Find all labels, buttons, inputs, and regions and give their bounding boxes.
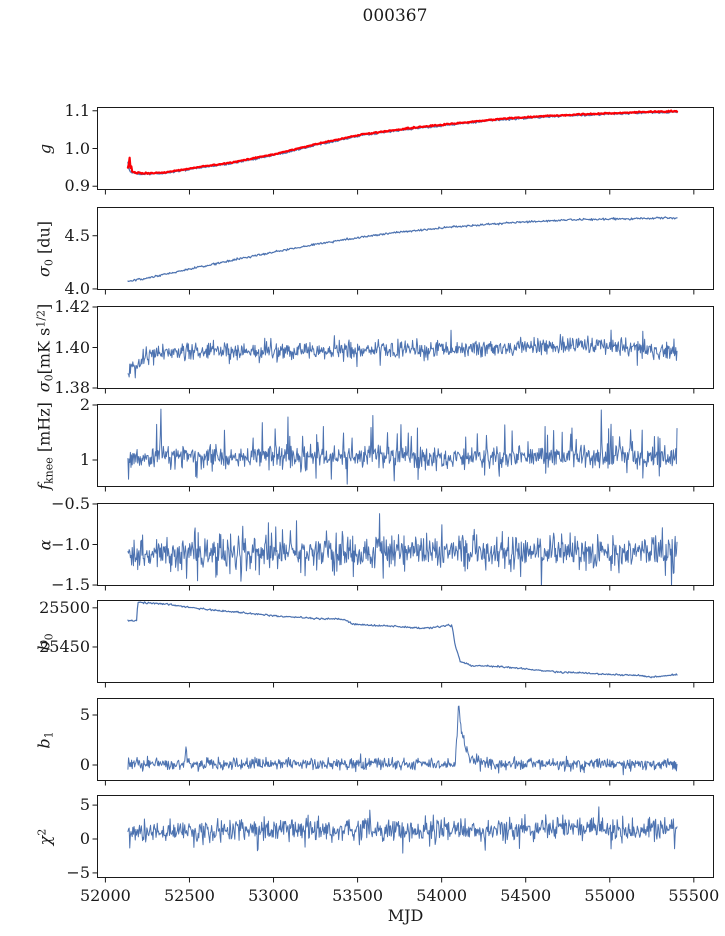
y-tick-label: 1.40 (54, 337, 90, 357)
series-group (127, 408, 678, 485)
y-tick-label: −5 (66, 862, 90, 882)
y-axis-label-sigma0-du: σ0 [du] (34, 220, 56, 277)
y-tick-label: 4.5 (64, 225, 90, 245)
x-tick-label: 53000 (248, 886, 299, 905)
y-tick-label: 0.9 (64, 176, 90, 196)
series-sigma0-mks (127, 329, 678, 379)
x-tick-label: 54500 (500, 886, 552, 905)
series-sigma0-du (127, 216, 678, 282)
axes-frame (97, 107, 714, 190)
series-group (127, 216, 678, 282)
y-tick-label: 1.38 (54, 377, 90, 397)
y-tick-label: 1 (79, 449, 90, 469)
y-tick-label: 0 (79, 829, 90, 848)
y-tick-label: −1.5 (51, 575, 90, 595)
y-tick-label: 0 (79, 755, 90, 774)
axes-frame (97, 207, 714, 290)
series-group (127, 329, 678, 379)
y-axis-label-chi2: χ2 (35, 828, 55, 845)
x-axis-label: MJD (387, 906, 424, 925)
series-group (127, 601, 678, 679)
y-axis-label-b0: b0 (34, 632, 56, 651)
y-tick-label: 1.1 (64, 100, 90, 120)
subplot-fknee (92, 404, 714, 492)
series-group (126, 109, 679, 176)
series-group (127, 705, 678, 776)
x-tick-label: 55000 (584, 886, 636, 905)
axes-frame (97, 600, 714, 683)
axes-frame (97, 698, 714, 781)
subplot-b1 (92, 698, 714, 786)
x-tick-label: 54000 (416, 886, 468, 905)
y-axis-label-fknee: fknee [mHz] (34, 401, 56, 490)
y-tick-label: 25450 (39, 636, 90, 656)
y-axis-label-g: g (35, 143, 55, 154)
y-axis-label-sigma0-mks: σ0[mK s1/2] (34, 303, 56, 392)
subplot-b0 (92, 600, 714, 688)
subplot-sigma0-du (92, 207, 714, 295)
x-tick-label: 53500 (332, 886, 384, 905)
axes-frame (97, 503, 714, 586)
figure-title: 000367 (362, 6, 428, 26)
series-b0 (127, 601, 678, 679)
y-tick-label: 25500 (39, 597, 90, 617)
series-group (127, 806, 678, 854)
x-tick-label: 52000 (79, 886, 131, 905)
y-tick-label: 4.0 (64, 278, 90, 298)
y-tick-label: 2 (79, 394, 90, 414)
y-tick-label: −0.5 (51, 493, 90, 513)
y-tick-label: 5 (79, 705, 90, 724)
y-tick-label: −1.0 (51, 534, 90, 554)
subplot-sigma0-mks (92, 306, 714, 394)
axes-frame (97, 306, 714, 389)
y-axis-label-alpha: α (35, 539, 55, 550)
subplot-g (92, 107, 714, 195)
series-fknee (127, 408, 678, 485)
series-gain-model-red (126, 109, 679, 175)
x-tick-label: 52500 (164, 886, 215, 905)
axes-frame (97, 404, 714, 487)
axes-frame (97, 795, 714, 878)
y-axis-label-b1: b1 (34, 730, 56, 749)
x-tick-label: 55500 (668, 886, 720, 905)
y-tick-label: 1.0 (64, 138, 90, 158)
series-alpha (127, 513, 678, 586)
y-tick-label: 1.42 (54, 297, 90, 316)
series-b1 (127, 705, 678, 776)
y-tick-label: 5 (79, 795, 90, 815)
subplot-chi2 (92, 795, 714, 883)
series-group (127, 513, 678, 586)
series-chi2 (127, 806, 678, 854)
subplot-alpha (92, 503, 714, 591)
